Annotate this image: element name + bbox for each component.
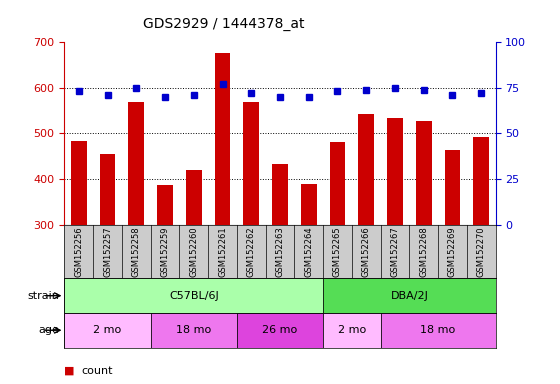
Text: 2 mo: 2 mo (338, 325, 366, 335)
Text: GSM152262: GSM152262 (247, 226, 256, 277)
Text: GDS2929 / 1444378_at: GDS2929 / 1444378_at (143, 17, 305, 31)
Text: GSM152268: GSM152268 (419, 226, 428, 277)
Bar (358, 114, 374, 225)
Bar (128, 101, 144, 225)
Bar (237, 313, 323, 348)
Bar (64, 313, 151, 348)
Text: 18 mo: 18 mo (421, 325, 456, 335)
Text: strain: strain (27, 291, 59, 301)
Bar (301, 184, 316, 225)
Bar (473, 137, 489, 225)
Text: 2 mo: 2 mo (94, 325, 122, 335)
Text: GSM152269: GSM152269 (448, 226, 457, 277)
Text: GSM152260: GSM152260 (189, 226, 198, 277)
Text: GSM152261: GSM152261 (218, 226, 227, 277)
Text: age: age (38, 325, 59, 335)
Text: GSM152265: GSM152265 (333, 226, 342, 277)
Text: count: count (81, 366, 113, 376)
Text: GSM152257: GSM152257 (103, 226, 112, 277)
Text: GSM152270: GSM152270 (477, 226, 486, 277)
Text: GSM152256: GSM152256 (74, 226, 83, 277)
Text: C57BL/6J: C57BL/6J (169, 291, 218, 301)
Text: 18 mo: 18 mo (176, 325, 211, 335)
Text: GSM152266: GSM152266 (362, 226, 371, 277)
Bar (323, 313, 381, 348)
Text: GSM152267: GSM152267 (390, 226, 399, 277)
Text: GSM152263: GSM152263 (276, 226, 284, 277)
Bar (323, 278, 496, 313)
Bar (157, 185, 173, 225)
Bar (64, 278, 323, 313)
Bar (330, 142, 346, 225)
Bar (214, 53, 230, 225)
Text: 26 mo: 26 mo (263, 325, 297, 335)
Text: GSM152258: GSM152258 (132, 226, 141, 277)
Bar (272, 164, 288, 225)
Text: DBA/2J: DBA/2J (390, 291, 428, 301)
Bar (151, 313, 237, 348)
Bar (381, 313, 496, 348)
Text: GSM152259: GSM152259 (161, 226, 170, 277)
Bar (186, 170, 202, 225)
Bar (71, 141, 87, 225)
Bar (445, 150, 460, 225)
Bar (100, 154, 115, 225)
Bar (387, 118, 403, 225)
Bar (244, 103, 259, 225)
Text: GSM152264: GSM152264 (304, 226, 313, 277)
Text: ■: ■ (64, 366, 75, 376)
Bar (416, 121, 432, 225)
